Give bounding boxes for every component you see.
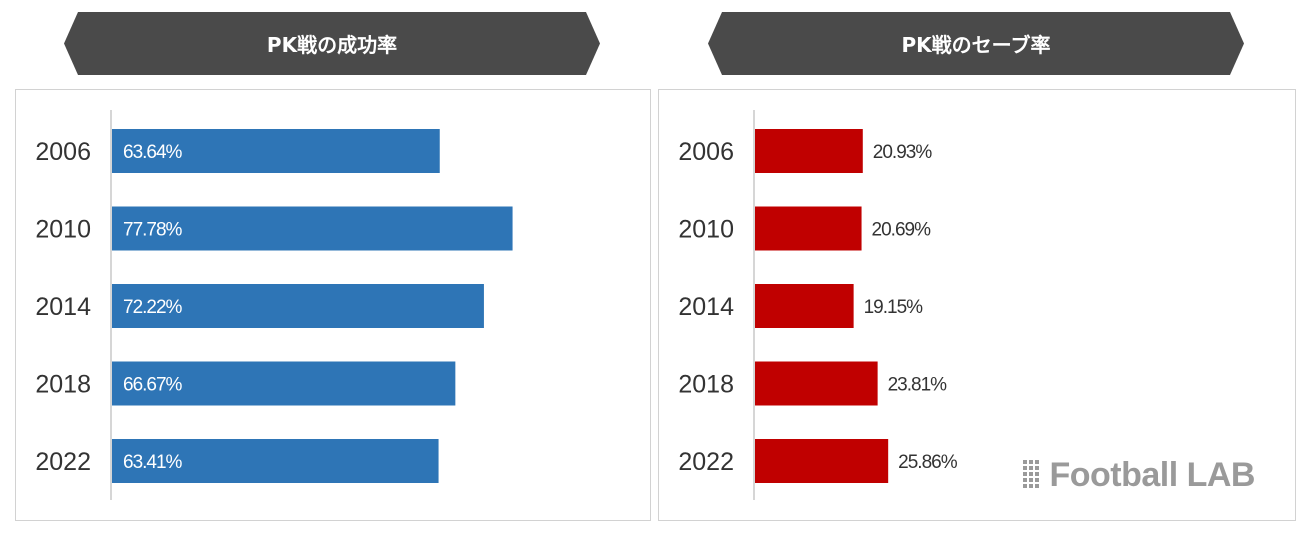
- data-label-2018: 66.67%: [123, 375, 183, 396]
- tick-label-2018: 2018: [678, 371, 734, 399]
- bar-2014: [755, 284, 854, 328]
- left-chart-title-banner: PK戦の成功率: [64, 12, 600, 75]
- left-chart-title: PK戦の成功率: [266, 33, 398, 57]
- tick-label-2022: 2022: [35, 448, 91, 476]
- data-label-2006: 20.93%: [873, 142, 933, 163]
- bar-2018: [755, 361, 878, 406]
- data-label-2014: 72.22%: [123, 297, 183, 318]
- bar-2018: [112, 361, 456, 406]
- tick-label-2006: 2006: [678, 138, 734, 166]
- save-rate-chart: 2006 20.93% 2010 20.69% 2014 19.15% 2018 23.81%…: [678, 110, 959, 500]
- tick-label-2010: 2010: [35, 216, 91, 244]
- bar-2022: [755, 439, 889, 483]
- right-chart-title-banner: PK戦のセーブ率: [708, 12, 1244, 75]
- tick-label-2010: 2010: [678, 216, 734, 244]
- grid-logo-icon: [1023, 460, 1041, 490]
- tick-label-2014: 2014: [678, 293, 734, 321]
- tick-label-2022: 2022: [678, 448, 734, 476]
- data-label-2022: 63.41%: [123, 452, 183, 473]
- bar-2010: [112, 206, 513, 251]
- bar-2006: [112, 129, 440, 173]
- success-rate-chart-panel: 2006 63.64% 2010 77.78% 2014 72.22% 2018 66.67%…: [15, 89, 651, 521]
- bar-2014: [112, 284, 484, 328]
- tick-label-2018: 2018: [35, 371, 91, 399]
- bar-2022: [112, 439, 439, 483]
- watermark-text: Football LAB: [1049, 456, 1255, 494]
- success-rate-chart: 2006 63.64% 2010 77.78% 2014 72.22% 2018 66.67%…: [35, 110, 513, 500]
- data-label-2010: 77.78%: [123, 220, 183, 241]
- bar-2010: [755, 206, 862, 251]
- data-label-2006: 63.64%: [123, 142, 183, 163]
- tick-label-2006: 2006: [35, 138, 91, 166]
- bar-2006: [755, 129, 863, 173]
- data-label-2022: 25.86%: [898, 452, 958, 473]
- data-label-2018: 23.81%: [888, 375, 948, 396]
- tick-label-2014: 2014: [35, 293, 91, 321]
- save-rate-chart-panel: 2006 20.93% 2010 20.69% 2014 19.15% 2018 23.81%…: [658, 89, 1296, 521]
- right-chart-title: PK戦のセーブ率: [901, 33, 1051, 57]
- data-label-2010: 20.69%: [872, 220, 932, 241]
- football-lab-watermark: Football LAB: [1023, 458, 1255, 492]
- data-label-2014: 19.15%: [864, 297, 924, 318]
